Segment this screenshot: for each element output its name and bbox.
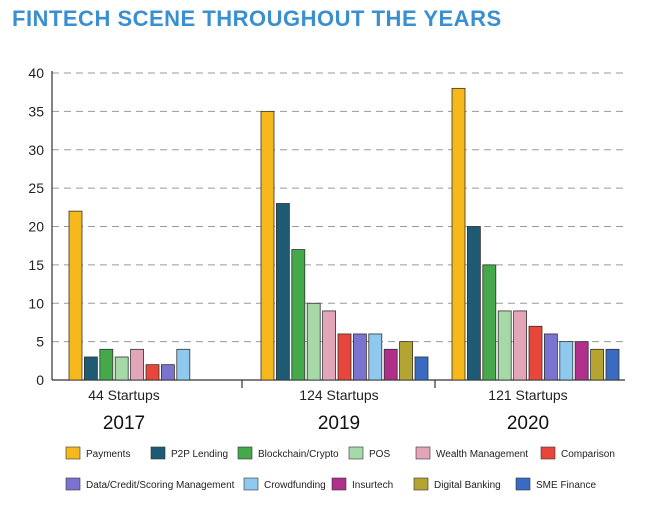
bar-2019-p2p-lending: [275, 203, 290, 381]
y-tick-label: 40: [28, 65, 44, 81]
legend-label-insurtech: Insurtech: [352, 480, 393, 491]
bar-2017-crowdfunding: [176, 348, 191, 381]
group-label-2017: 44 Startups: [88, 387, 160, 403]
bar-2019-payments: [260, 110, 275, 381]
year-label-2017: 2017: [103, 413, 145, 434]
legend-label-sme-finance: SME Finance: [536, 480, 596, 491]
legend-label-p2p-lending: P2P Lending: [171, 449, 228, 460]
legend-swatch-blockchain-crypto: [237, 446, 253, 460]
bar-2019-comparison: [337, 333, 352, 381]
bar-2020-crowdfunding: [559, 341, 574, 381]
legend-swatch-pos: [348, 446, 364, 460]
legend-label-wealth-management: Wealth Management: [436, 449, 528, 460]
bar-2019-data-credit-scoring-management: [352, 333, 367, 381]
bar-2020-payments: [451, 87, 466, 381]
y-tick-label: 25: [28, 180, 44, 196]
bar-2017-p2p-lending: [84, 356, 98, 381]
legend-label-data-credit-scoring-management: Data/Credit/Scoring Management: [86, 480, 235, 491]
bar-2017-data-credit-scoring-management: [160, 364, 175, 381]
legend-label-pos: POS: [369, 449, 390, 460]
legend-swatch-p2p-lending: [150, 446, 166, 460]
bar-2017-wealth-management: [130, 348, 145, 381]
bar-2020-insurtech: [574, 341, 589, 381]
bar-2019-pos: [306, 302, 321, 381]
y-tick-label: 10: [28, 295, 44, 311]
bar-2019-insurtech: [383, 348, 398, 381]
legend-label-payments: Payments: [86, 449, 130, 460]
bar-2020-pos: [497, 310, 512, 381]
year-label-2019: 2019: [318, 413, 360, 434]
chart-title: FINTECH SCENE THROUGHOUT THE YEARS: [12, 6, 502, 31]
bar-2020-digital-banking: [590, 348, 604, 381]
bar-2017-blockchain-crypto: [99, 348, 114, 381]
bar-2020-p2p-lending: [466, 226, 481, 381]
legend-label-digital-banking: Digital Banking: [434, 480, 501, 491]
y-tick-label: 35: [28, 103, 44, 119]
bar-2019-sme-finance: [414, 356, 429, 381]
legend-label-crowdfunding: Crowdfunding: [264, 480, 326, 491]
legend-swatch-insurtech: [331, 477, 347, 491]
y-tick-label: 15: [28, 257, 44, 273]
bar-2020-data-credit-scoring-management: [544, 333, 558, 381]
legend-swatch-crowdfunding: [243, 477, 259, 491]
bar-2019-wealth-management: [322, 310, 337, 381]
bar-2020-wealth-management: [513, 310, 527, 381]
bar-2019-crowdfunding: [368, 333, 383, 381]
bar-2017-payments: [68, 210, 83, 381]
legend-swatch-digital-banking: [413, 477, 429, 491]
group-label-2020: 121 Startups: [488, 387, 567, 403]
y-tick-label: 20: [28, 219, 44, 235]
legend-label-blockchain-crypto: Blockchain/Crypto: [258, 449, 339, 460]
y-tick-label: 5: [36, 334, 44, 350]
legend-swatch-payments: [65, 446, 81, 460]
group-label-2019: 124 Startups: [299, 387, 378, 403]
bar-2020-sme-finance: [605, 348, 620, 381]
bar-2017-comparison: [145, 364, 160, 381]
bar-2019-blockchain-crypto: [291, 249, 306, 381]
y-tick-label: 0: [36, 372, 44, 388]
y-tick-label: 30: [28, 142, 44, 158]
bar-2019-digital-banking: [399, 341, 414, 381]
legend-swatch-wealth-management: [415, 446, 431, 460]
legend-swatch-comparison: [540, 446, 556, 460]
year-label-2020: 2020: [507, 413, 549, 434]
legend-swatch-data-credit-scoring-management: [65, 477, 81, 491]
bar-2020-comparison: [528, 325, 543, 381]
bar-2017-pos: [114, 356, 129, 381]
legend-swatch-sme-finance: [515, 477, 531, 491]
bar-2020-blockchain-crypto: [482, 264, 497, 381]
legend-label-comparison: Comparison: [561, 449, 615, 460]
